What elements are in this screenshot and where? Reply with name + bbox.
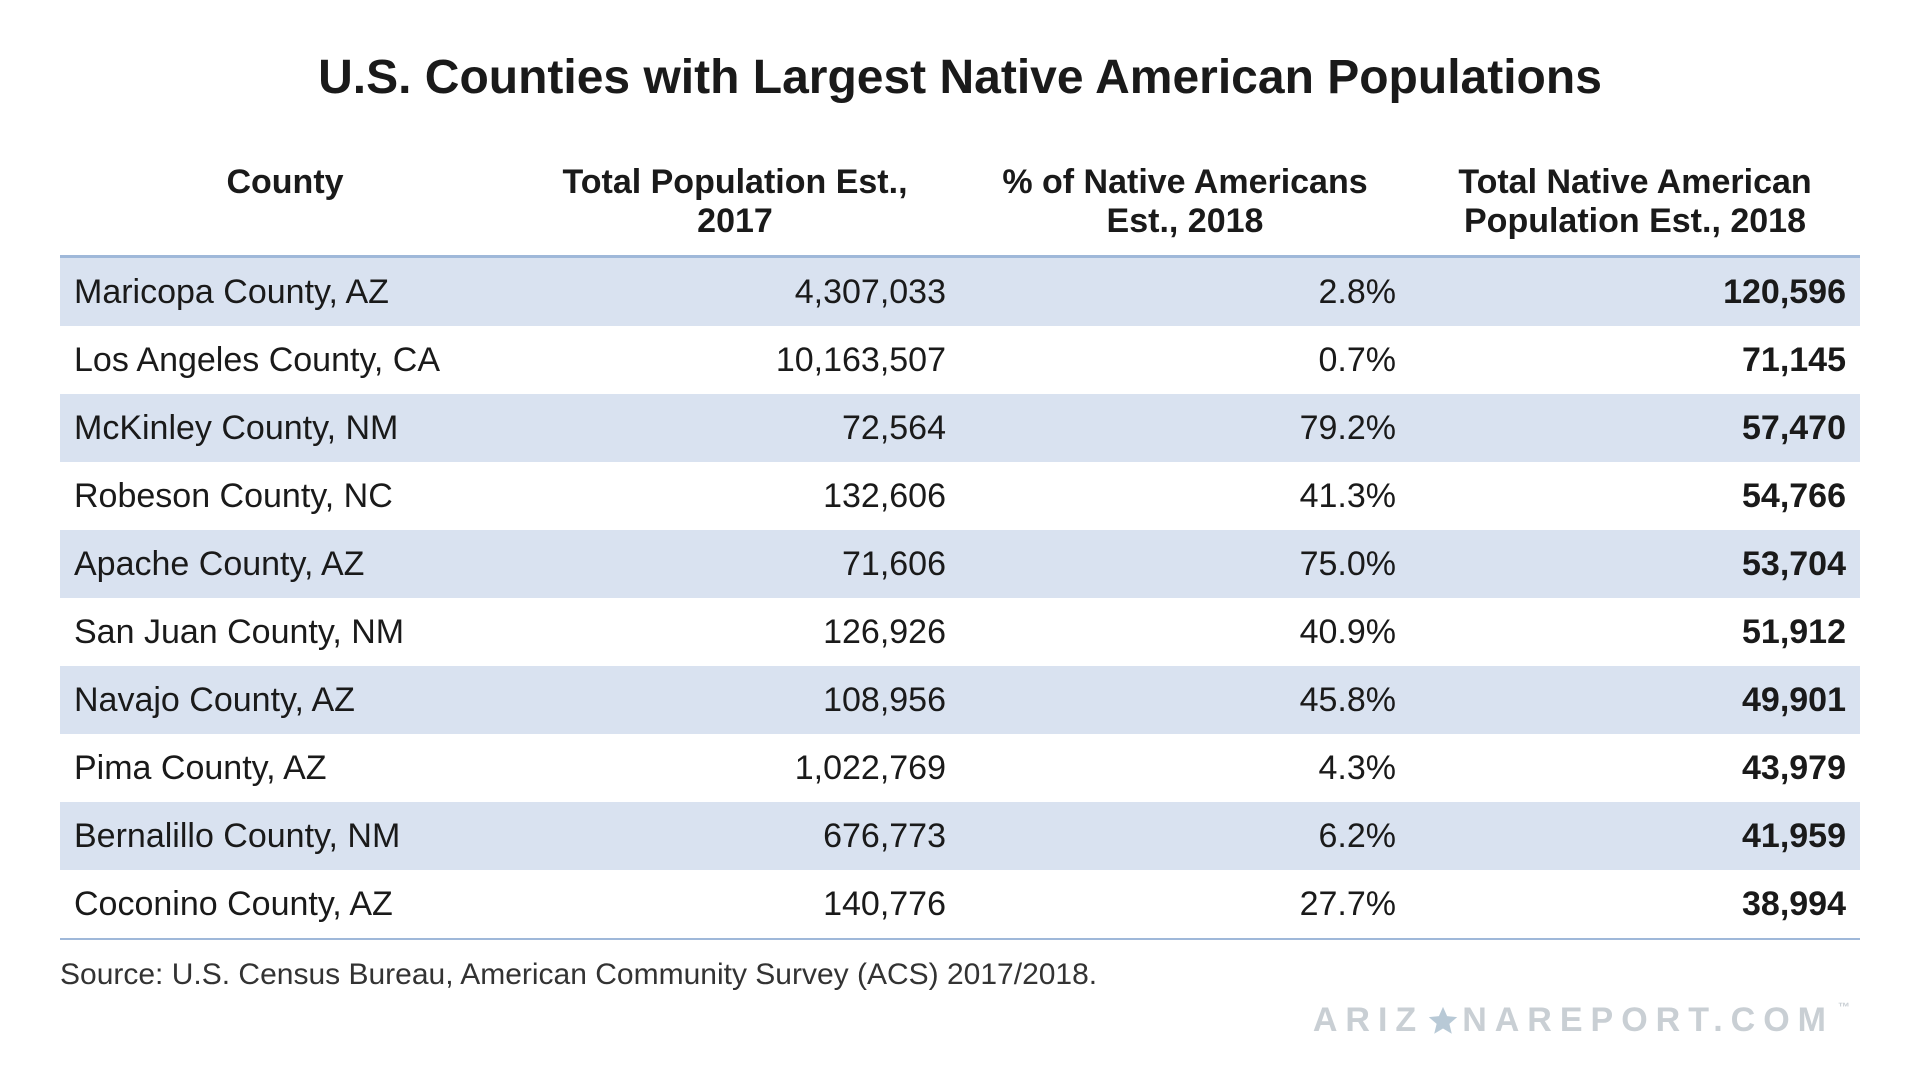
table-cell: Robeson County, NC (60, 462, 510, 530)
table-cell: 41.3% (960, 462, 1410, 530)
table-header-cell: County (60, 155, 510, 257)
table-cell: 40.9% (960, 598, 1410, 666)
table-cell: 57,470 (1410, 394, 1860, 462)
table-cell: 41,959 (1410, 802, 1860, 870)
table-cell: Navajo County, AZ (60, 666, 510, 734)
table-row: Los Angeles County, CA10,163,5070.7%71,1… (60, 326, 1860, 394)
logo-text-before: ARIZ (1313, 1001, 1424, 1040)
table-row: Apache County, AZ71,60675.0%53,704 (60, 530, 1860, 598)
table-cell: 126,926 (510, 598, 960, 666)
table-cell: 38,994 (1410, 870, 1860, 939)
table-cell: Pima County, AZ (60, 734, 510, 802)
table-cell: 71,606 (510, 530, 960, 598)
logo-text-after: NAREPORT.COM (1462, 1001, 1834, 1040)
logo-trademark: ™ (1838, 1000, 1850, 1014)
table-cell: Maricopa County, AZ (60, 257, 510, 327)
site-logo: ARIZ NAREPORT.COM ™ (1313, 1001, 1850, 1040)
table-cell: 140,776 (510, 870, 960, 939)
counties-table: CountyTotal Population Est.,2017% of Nat… (60, 155, 1860, 940)
table-cell: 108,956 (510, 666, 960, 734)
table-cell: 132,606 (510, 462, 960, 530)
table-cell: Coconino County, AZ (60, 870, 510, 939)
table-cell: 71,145 (1410, 326, 1860, 394)
table-cell: 2.8% (960, 257, 1410, 327)
table-cell: 6.2% (960, 802, 1410, 870)
table-row: McKinley County, NM72,56479.2%57,470 (60, 394, 1860, 462)
table-cell: 43,979 (1410, 734, 1860, 802)
table-header-cell: % of Native AmericansEst., 2018 (960, 155, 1410, 257)
table-cell: 676,773 (510, 802, 960, 870)
table-cell: 79.2% (960, 394, 1410, 462)
table-cell: San Juan County, NM (60, 598, 510, 666)
table-cell: 0.7% (960, 326, 1410, 394)
table-header-row: CountyTotal Population Est.,2017% of Nat… (60, 155, 1860, 257)
table-cell: 10,163,507 (510, 326, 960, 394)
star-icon (1426, 1004, 1460, 1038)
table-header-cell: Total Native AmericanPopulation Est., 20… (1410, 155, 1860, 257)
table-cell: Apache County, AZ (60, 530, 510, 598)
table-row: San Juan County, NM126,92640.9%51,912 (60, 598, 1860, 666)
table-row: Maricopa County, AZ4,307,0332.8%120,596 (60, 257, 1860, 327)
table-cell: 120,596 (1410, 257, 1860, 327)
table-row: Robeson County, NC132,60641.3%54,766 (60, 462, 1860, 530)
table-cell: 75.0% (960, 530, 1410, 598)
page-container: U.S. Counties with Largest Native Americ… (0, 0, 1920, 1080)
table-cell: 72,564 (510, 394, 960, 462)
table-head: CountyTotal Population Est.,2017% of Nat… (60, 155, 1860, 257)
source-note: Source: U.S. Census Bureau, American Com… (60, 958, 1860, 992)
table-cell: 4.3% (960, 734, 1410, 802)
table-cell: Bernalillo County, NM (60, 802, 510, 870)
table-cell: 53,704 (1410, 530, 1860, 598)
table-cell: 45.8% (960, 666, 1410, 734)
table-row: Pima County, AZ1,022,7694.3%43,979 (60, 734, 1860, 802)
table-cell: 27.7% (960, 870, 1410, 939)
table-cell: 4,307,033 (510, 257, 960, 327)
table-cell: 51,912 (1410, 598, 1860, 666)
table-cell: 1,022,769 (510, 734, 960, 802)
table-row: Coconino County, AZ140,77627.7%38,994 (60, 870, 1860, 939)
table-cell: 49,901 (1410, 666, 1860, 734)
table-header-cell: Total Population Est.,2017 (510, 155, 960, 257)
table-cell: Los Angeles County, CA (60, 326, 510, 394)
table-row: Navajo County, AZ108,95645.8%49,901 (60, 666, 1860, 734)
table-cell: 54,766 (1410, 462, 1860, 530)
table-row: Bernalillo County, NM676,7736.2%41,959 (60, 802, 1860, 870)
table-body: Maricopa County, AZ4,307,0332.8%120,596L… (60, 257, 1860, 940)
table-cell: McKinley County, NM (60, 394, 510, 462)
page-title: U.S. Counties with Largest Native Americ… (60, 50, 1860, 105)
